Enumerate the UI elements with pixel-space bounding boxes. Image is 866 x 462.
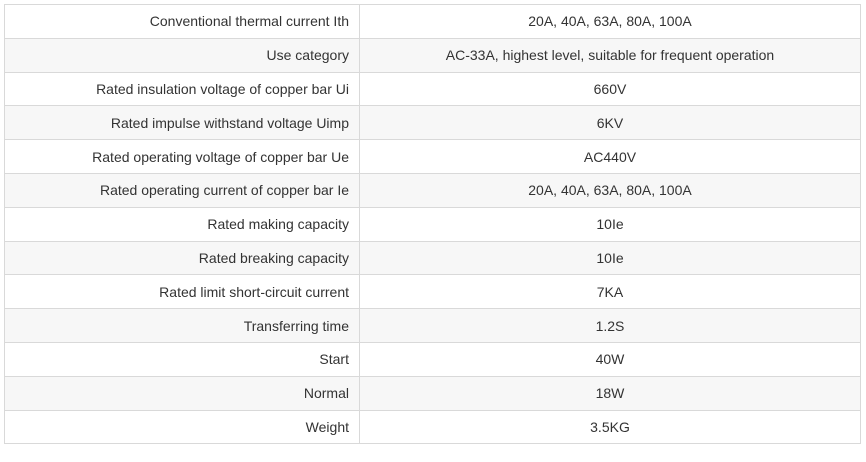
spec-value: 40W bbox=[359, 341, 861, 377]
spec-value: AC-33A, highest level, suitable for freq… bbox=[359, 37, 861, 73]
spec-label: Normal bbox=[4, 375, 360, 411]
spec-value: 1.2S bbox=[359, 308, 861, 343]
table-row: Rated operating current of copper bar Ie… bbox=[4, 172, 861, 208]
specification-table: Conventional thermal current Ith 20A, 40… bbox=[4, 4, 861, 445]
spec-label: Rated operating current of copper bar Ie bbox=[4, 172, 360, 208]
table-row: Rated operating voltage of copper bar Ue… bbox=[4, 139, 861, 174]
spec-label: Rated impulse withstand voltage Uimp bbox=[4, 105, 360, 141]
spec-value: 7KA bbox=[359, 274, 861, 310]
table-row: Rated impulse withstand voltage Uimp 6KV bbox=[4, 105, 861, 141]
spec-label: Conventional thermal current Ith bbox=[4, 4, 360, 39]
table-row: Weight 3.5KG bbox=[4, 409, 861, 445]
spec-label: Rated operating voltage of copper bar Ue bbox=[4, 139, 360, 174]
spec-value: 10Ie bbox=[359, 206, 861, 242]
table-row: Normal 18W bbox=[4, 375, 861, 411]
specification-table-body: Conventional thermal current Ith 20A, 40… bbox=[4, 4, 861, 445]
spec-value: 3.5KG bbox=[359, 409, 861, 445]
table-row: Rated making capacity 10Ie bbox=[4, 206, 861, 242]
spec-value: 6KV bbox=[359, 105, 861, 141]
table-row: Transferring time 1.2S bbox=[4, 308, 861, 343]
spec-label: Transferring time bbox=[4, 308, 360, 343]
spec-label: Rated breaking capacity bbox=[4, 240, 360, 276]
table-row: Conventional thermal current Ith 20A, 40… bbox=[4, 4, 861, 39]
spec-value: 10Ie bbox=[359, 240, 861, 276]
table-row: Rated breaking capacity 10Ie bbox=[4, 240, 861, 276]
table-row: Rated insulation voltage of copper bar U… bbox=[4, 71, 861, 107]
table-row: Rated limit short-circuit current 7KA bbox=[4, 274, 861, 310]
table-row: Start 40W bbox=[4, 341, 861, 377]
spec-label: Start bbox=[4, 341, 360, 377]
spec-label: Rated insulation voltage of copper bar U… bbox=[4, 71, 360, 107]
spec-label: Rated limit short-circuit current bbox=[4, 274, 360, 310]
spec-label: Use category bbox=[4, 37, 360, 73]
spec-label: Rated making capacity bbox=[4, 206, 360, 242]
spec-value: 20A, 40A, 63A, 80A, 100A bbox=[359, 172, 861, 208]
spec-value: 660V bbox=[359, 71, 861, 107]
table-row: Use category AC-33A, highest level, suit… bbox=[4, 37, 861, 73]
spec-label: Weight bbox=[4, 409, 360, 445]
spec-value: 18W bbox=[359, 375, 861, 411]
spec-value: AC440V bbox=[359, 139, 861, 174]
spec-value: 20A, 40A, 63A, 80A, 100A bbox=[359, 4, 861, 39]
